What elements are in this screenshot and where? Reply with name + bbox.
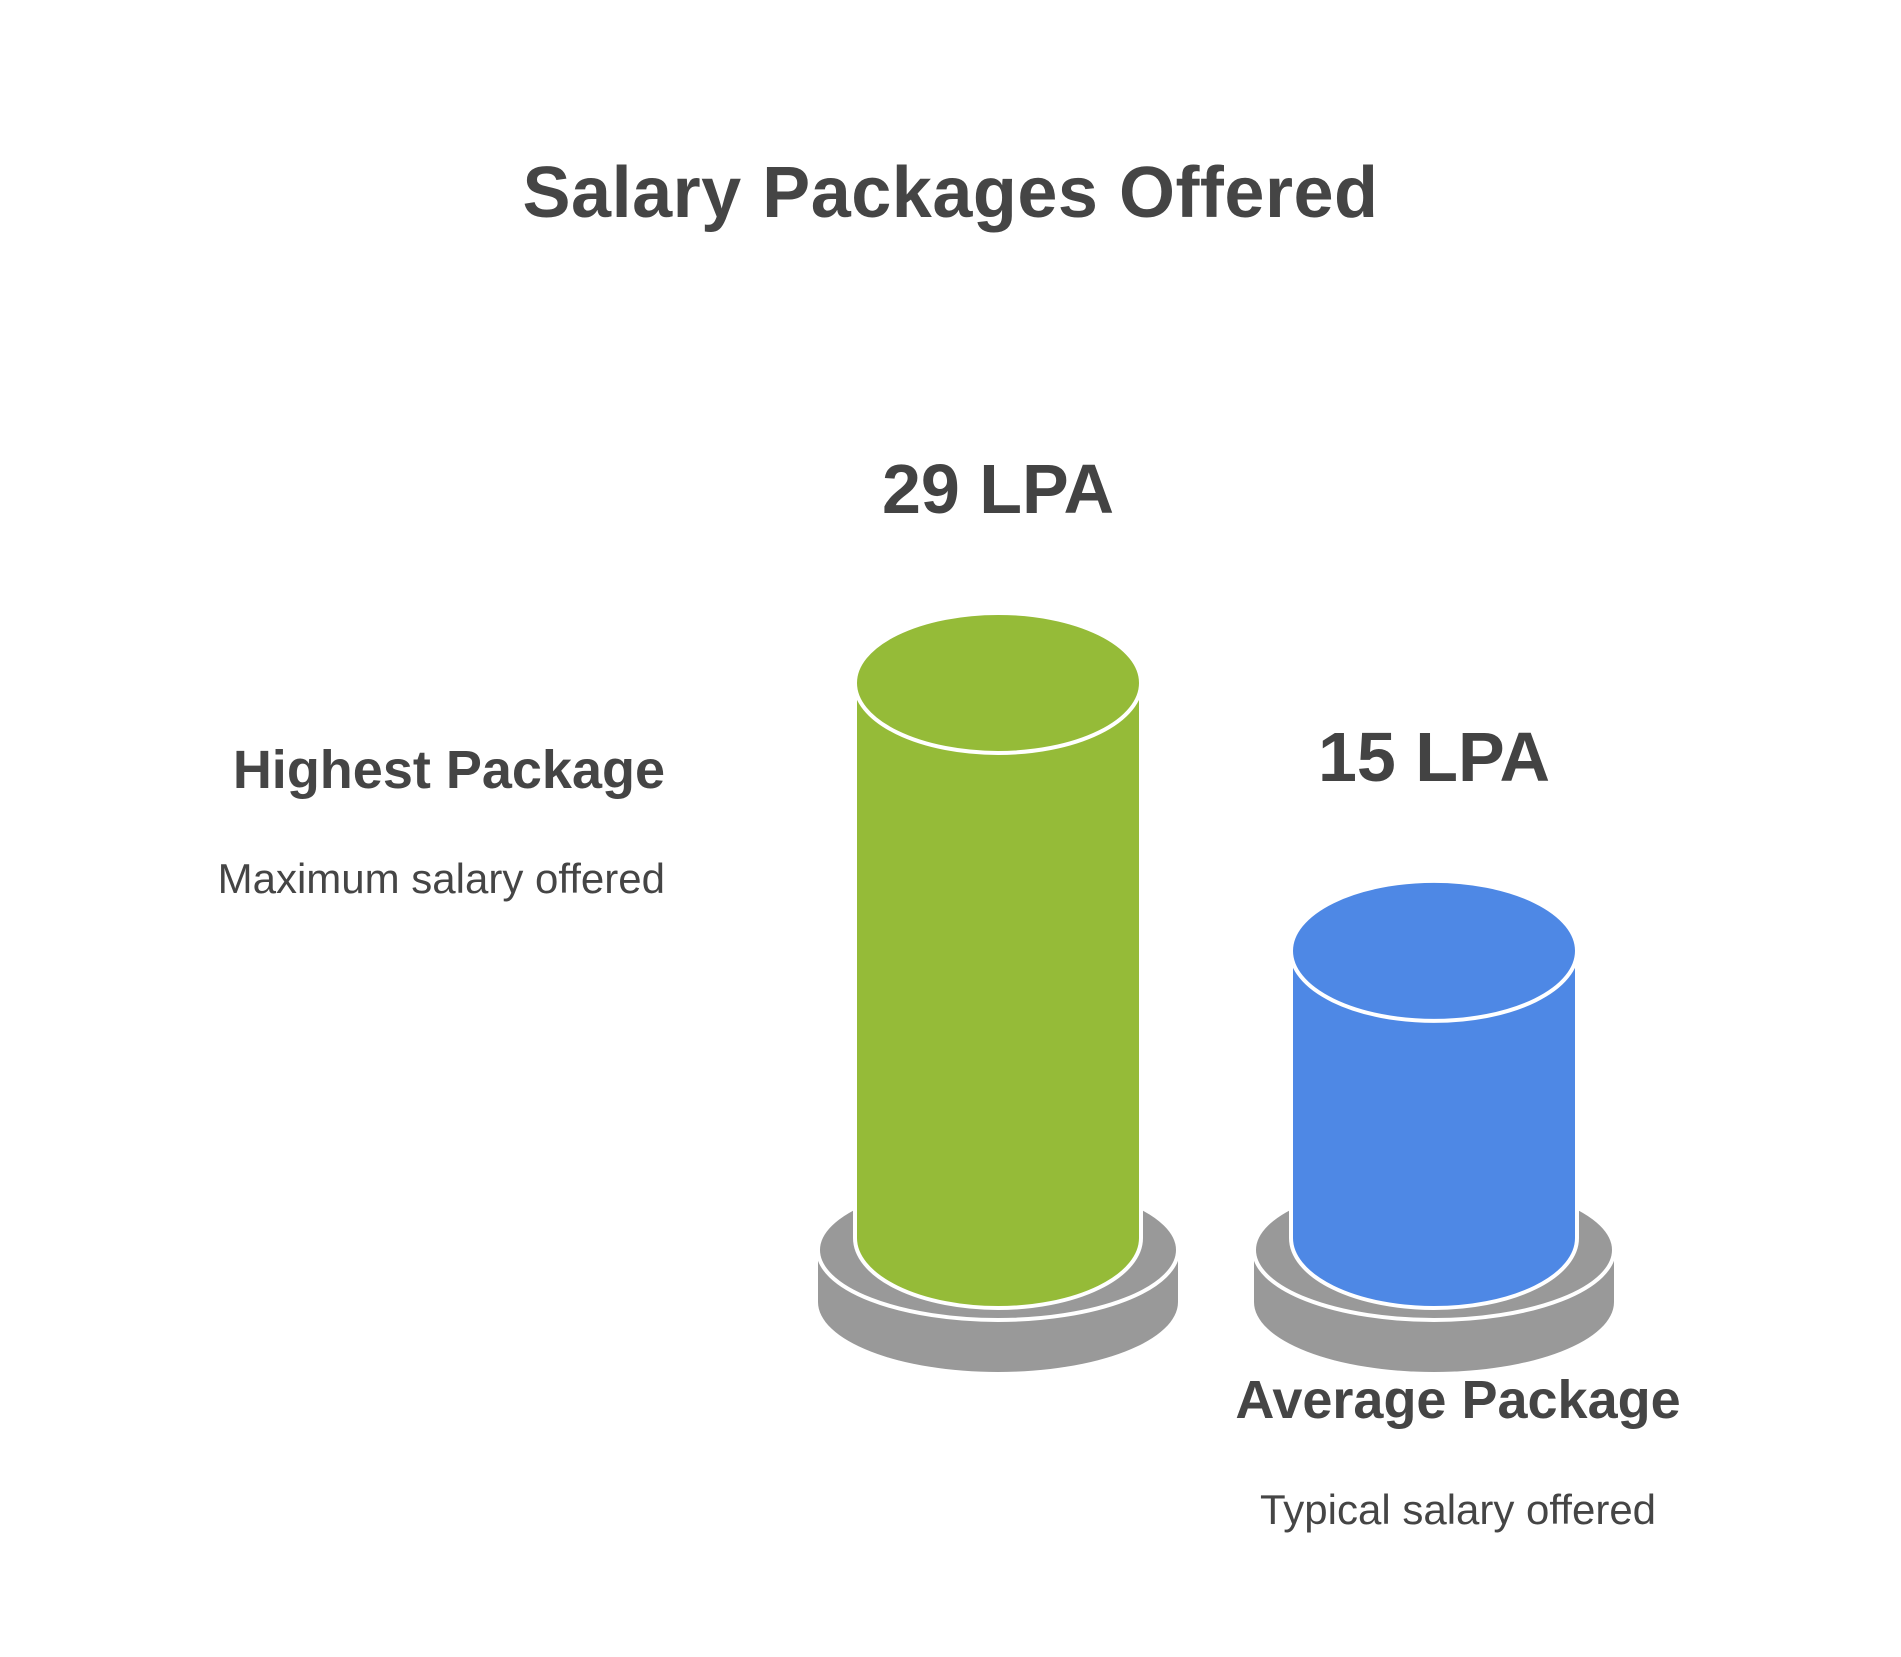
value-label-average: 15 LPA [1318,718,1550,796]
bar-average-package [1289,948,1579,1310]
page-title: Salary Packages Offered [522,153,1379,233]
bar-highest-package [853,680,1143,1310]
description-highest: Maximum salary offered [218,855,665,902]
value-label-highest: 29 LPA [882,450,1114,528]
category-label-highest: Highest Package [233,740,665,800]
bar-group-average: 15 LPA [1252,718,1616,1372]
bar-top-cap [1289,878,1579,1023]
bar-top-cap [853,610,1143,755]
category-label-average: Average Package [1235,1370,1680,1430]
description-average: Typical salary offered [1260,1486,1656,1533]
bar-group-highest: 29 LPA [816,450,1180,1372]
